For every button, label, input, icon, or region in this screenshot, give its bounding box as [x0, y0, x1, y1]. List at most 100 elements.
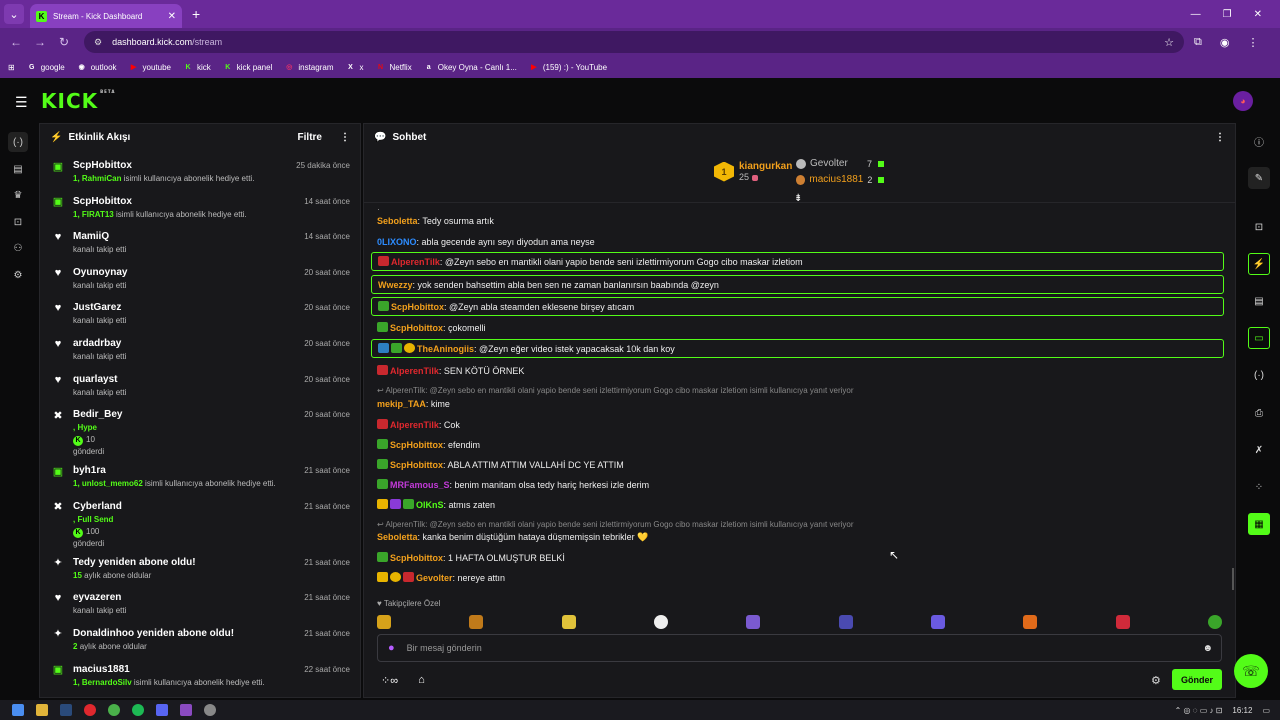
activity-event[interactable]: ▣ byh1ra 21 saat önce 1, unlost_memo62 isim…	[40, 464, 360, 500]
printer-icon[interactable]: ⎙	[1255, 407, 1263, 419]
bookmark-item[interactable]: ▶ (159) :) - YouTube	[529, 62, 607, 72]
chat-message[interactable]: ScpHobittox: ABLA ATTIM ATTIM VALLAHİ DC…	[377, 459, 624, 471]
activity-event[interactable]: ✦ Tedy yeniden abone oldu! 21 saat önce 15 …	[40, 556, 360, 592]
activity-event[interactable]: ♥ MamiiQ 14 saat önce kanalı takip etti	[40, 230, 360, 266]
activity-event[interactable]: ▣ ScpHobittox 25 dakika önce 1, RahmiCan is…	[40, 159, 360, 195]
chat-message[interactable]: ScpHobittox: 1 HAFTA OLMUŞTUR BELKİ	[377, 552, 565, 564]
emoji-picker-icon[interactable]: ☻	[1202, 642, 1213, 654]
leaderboard-first-name[interactable]: kiangurkan	[739, 161, 793, 172]
back-icon[interactable]: ←	[10, 35, 22, 49]
apps-grid-icon[interactable]: ⊞	[8, 62, 15, 72]
emote-icon[interactable]	[469, 615, 484, 629]
emote-icon[interactable]	[653, 615, 668, 629]
chat-username[interactable]: AlperenTilk	[391, 257, 440, 267]
emote-icon[interactable]	[1115, 615, 1130, 629]
chat-message[interactable]: ScpHobittox: @Zeyn abla steamden eklesen…	[371, 297, 1224, 316]
bookmark-item[interactable]: ◉ outlook	[77, 62, 117, 72]
chat-settings-icon[interactable]: ⚙	[1151, 675, 1161, 687]
tab-close-icon[interactable]: ✕	[167, 10, 176, 22]
spotify-icon[interactable]	[132, 704, 144, 716]
restore-icon[interactable]: ❐	[1222, 8, 1232, 20]
stream-icon[interactable]: (·)	[8, 132, 28, 152]
emote-icon[interactable]	[1023, 615, 1038, 629]
chat-message[interactable]: Wwezzy: yok senden bahsettim abla ben se…	[371, 275, 1224, 294]
chat-message[interactable]: Gevolter: nereye attın	[377, 572, 505, 584]
chat-username[interactable]: ScpHobittox	[390, 440, 443, 450]
expand-leaderboard-icon[interactable]: ⇟	[794, 193, 803, 204]
chat-username[interactable]: AlperenTilk	[390, 420, 439, 430]
tab-search-icon[interactable]: ⌄	[4, 4, 24, 24]
kicks-infinity-icon[interactable]: ⁘∞	[381, 675, 399, 687]
site-info-icon[interactable]: ⚙	[94, 36, 103, 47]
activity-event[interactable]: ✖ Cyberland 21 saat önce , Full Send K 100 gön…	[40, 500, 360, 556]
chat-message[interactable]: Seboletta: kanka benim düştüğüm hataya d…	[377, 531, 648, 543]
wrench-icon[interactable]: ✗	[1254, 444, 1264, 456]
activity-event[interactable]: ✖ Bedir_Bey 20 saat önce , Hype K 10 gönderdi	[40, 408, 360, 464]
bookmark-item[interactable]: ▶ youtube	[129, 62, 171, 72]
tab-kick-dashboard[interactable]: K Stream - Kick Dashboard ✕	[30, 4, 182, 28]
close-window-icon[interactable]: ✕	[1253, 8, 1262, 20]
chat-username[interactable]: ScpHobittox	[391, 302, 444, 312]
chat-username[interactable]: OlKnS	[416, 500, 444, 510]
emote-icon[interactable]	[377, 615, 391, 629]
profile-icon[interactable]: ◉	[1219, 36, 1230, 49]
chat-scrollbar[interactable]	[1232, 568, 1234, 590]
chat-more-options-icon[interactable]: ⋮	[1215, 132, 1225, 143]
activity-event[interactable]: ♥ quarlayst 20 saat önce kanalı takip etti	[40, 373, 360, 409]
chat-message[interactable]: OlKnS: atmıs zaten	[377, 499, 495, 511]
chat-username[interactable]: Seboletta	[377, 532, 418, 542]
kick-logo[interactable]: KICK BETA	[41, 89, 116, 113]
emote-icon[interactable]	[561, 615, 576, 629]
chat-message[interactable]: AlperenTilk: SEN KÖTÜ ÖRNEK	[377, 365, 524, 377]
chat-username[interactable]: Gevolter	[416, 573, 453, 583]
activity-event[interactable]: ✦ Donaldinhoo yeniden abone oldu! 21 saat …	[40, 627, 360, 663]
chat-message[interactable]: ScpHobittox: efendim	[377, 439, 480, 451]
microphone-icon[interactable]: ●	[388, 642, 395, 654]
clapper-icon[interactable]: ▦	[1248, 513, 1270, 535]
leaderboard-entry[interactable]: macius1881 2	[796, 174, 884, 185]
chat-username[interactable]: Wwezzy	[378, 280, 413, 290]
chat-username[interactable]: mekip_TAA	[377, 399, 426, 409]
chat-username[interactable]: 0LIXONO	[377, 237, 417, 247]
activity-event[interactable]: ▣ macius1881 22 saat önce 1, BernardoSilv i…	[40, 663, 360, 697]
chat-message[interactable]: 0LIXONO: abla gecende aynı seyı diyodun …	[377, 236, 595, 248]
url-field[interactable]: ⚙ dashboard.kick.com/stream ☆	[84, 31, 1184, 53]
bookmark-star-icon[interactable]: ☆	[1164, 36, 1174, 49]
browser-active-icon[interactable]	[180, 704, 192, 716]
start-icon[interactable]	[12, 704, 24, 716]
activity-event[interactable]: ♥ JustGarez 20 saat önce kanalı takip etti	[40, 301, 360, 337]
emote-icon[interactable]	[930, 615, 945, 629]
bookmark-item[interactable]: ◎ instagram	[284, 62, 333, 72]
activity-event[interactable]: ♥ Oyunoynay 20 saat önce kanalı takip etti	[40, 266, 360, 302]
emote-icon[interactable]	[746, 615, 761, 629]
filter-button[interactable]: Filtre	[297, 132, 322, 143]
chat-message[interactable]: Seboletta: Tedy osurma artık	[377, 215, 494, 227]
share-icon[interactable]: ⁘	[1254, 481, 1264, 493]
chat-username[interactable]: ScpHobittox	[390, 323, 443, 333]
chat-username[interactable]: Seboletta	[377, 216, 418, 226]
chat-username[interactable]: MRFamous_S	[390, 480, 450, 490]
discord-icon[interactable]	[156, 704, 168, 716]
emote-icon[interactable]	[1207, 615, 1222, 629]
tray-icons[interactable]: ⌃ ◎ ◌ ▭ ♪ ⊡	[1174, 705, 1223, 715]
bookmark-item[interactable]: a Okey Oyna - Canlı 1...	[424, 62, 517, 72]
chat-username[interactable]: AlperenTilk	[390, 366, 439, 376]
broadcast-icon[interactable]: (·)	[1254, 369, 1264, 381]
explorer-icon[interactable]	[36, 704, 48, 716]
settings-icon[interactable]: ⚙	[13, 269, 23, 281]
chat-message[interactable]: AlperenTilk: Cok	[377, 419, 460, 431]
trophy-icon[interactable]: ♛	[13, 189, 23, 201]
emote-icon[interactable]	[838, 615, 853, 629]
send-button[interactable]: Gönder	[1172, 669, 1222, 690]
chat-username[interactable]: TheAninogiis	[417, 344, 474, 354]
community-icon[interactable]: ⚇	[13, 242, 23, 254]
chat-message[interactable]: ScpHobittox: çokomelli	[377, 322, 486, 334]
obs-icon[interactable]	[204, 704, 216, 716]
info-icon[interactable]: ⓘ	[1254, 137, 1264, 149]
chat-toggle-icon[interactable]: ▭	[1248, 327, 1270, 349]
chat-message[interactable]: TheAninogiis: @Zeyn eğer video istek yap…	[371, 339, 1224, 358]
browser-menu-icon[interactable]: ⋮	[1247, 36, 1259, 49]
